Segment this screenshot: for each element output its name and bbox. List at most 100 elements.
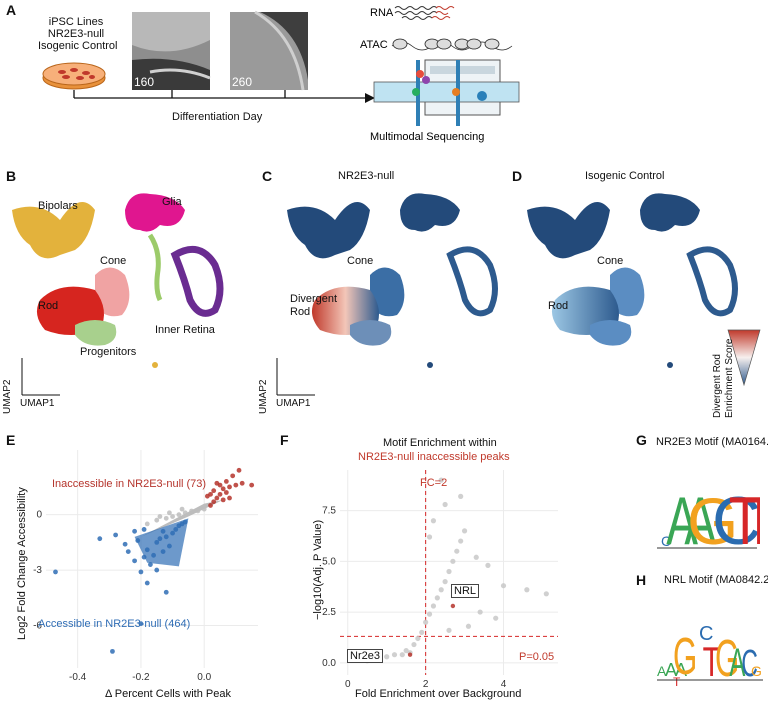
scatter-e: -0.4 -0.2 0.0 -6 -3 0 [33,450,258,683]
data-point [160,528,166,534]
d-label-cone: Cone [597,255,624,267]
data-point [220,486,226,492]
h-letter-9: C [741,642,757,684]
label-inner-retina: Inner Retina [155,324,215,336]
data-point [220,497,226,503]
panel-f-label: F [280,432,289,448]
data-point [157,514,163,519]
rna-label: RNA [370,7,394,19]
data-point [223,479,229,484]
data-point [211,488,217,494]
data-point [430,518,437,524]
data-point [465,623,472,629]
data-point [223,490,229,495]
data-point [138,621,144,627]
d-label-rod: Rod [548,300,569,312]
data-point [461,528,468,534]
data-point [173,527,179,532]
data-point [442,579,448,585]
petri-dish-icon [42,62,106,90]
data-point [214,480,220,486]
h-letter-6: T [703,638,721,686]
data-point [182,510,188,516]
x-tick-label: 2 [423,679,429,690]
data-point [407,652,413,657]
enrichment-legend-gradient [727,329,761,387]
y-tick-label: 2.5 [322,607,336,618]
ipsc-line-3: Isogenic Control [38,40,118,52]
h-letter-8: A [729,640,745,685]
c-label-cone: Cone [347,255,374,267]
data-point [454,548,460,554]
atac-label: ATAC [360,39,388,51]
data-point [157,536,163,542]
data-point [446,568,452,575]
data-point [473,554,479,560]
data-point [423,619,429,625]
data-point [419,629,425,635]
data-point [426,534,433,540]
panel-e-label: E [6,432,16,448]
data-point [415,635,421,642]
data-point [189,508,194,514]
x-tick-label: -0.4 [69,672,87,683]
data-point [438,477,444,483]
data-point [195,508,201,514]
c-label-divergent: Divergent [290,293,338,305]
h-letter-5: C [699,623,713,645]
accessible-label: Accessible in NR2E3-null (464) [38,618,191,630]
h-letter-7: G [715,630,739,688]
data-point [450,558,456,564]
cluster-bipolars [12,202,95,259]
nr2e3-motif-logo: C A A G C T T [657,483,760,552]
data-point [543,591,549,597]
data-point [170,514,175,519]
data-point [176,512,182,518]
panel-a-label: A [6,2,17,18]
label-glia: Glia [162,196,182,208]
data-point [208,491,213,497]
ipsc-lines-text: iPSC Lines NR2E3-null Isogenic Control [38,16,118,52]
y-tick-label: 0 [36,510,42,521]
g-letter-1: A [666,484,698,552]
e-xlabel: Δ Percent Cells with Peak [105,688,231,700]
data-point [426,611,433,617]
umap1-label-b: UMAP1 [20,398,55,409]
x-tick-label: -0.2 [132,672,150,683]
data-point [239,480,245,486]
data-point [167,543,172,549]
nucleosome-icon [391,38,513,51]
g-letter-6: T [743,483,760,552]
data-point [227,484,232,490]
cluster-inner-retina [170,245,224,317]
panel-c-title: NR2E3-null [338,170,395,182]
data-point [160,549,166,555]
f-ylabel: −log10(Adj. P Value) [312,519,324,620]
data-point [132,558,137,564]
label-rod: Rod [38,300,59,312]
y-tick-label: -3 [33,565,42,576]
ipsc-line-2: NR2E3-null [47,28,105,40]
data-point [446,627,452,633]
panel-d-title: Isogenic Control [585,170,665,182]
rna-reads-icon [394,6,455,20]
multimodal-seq-label: Multimodal Sequencing [370,131,484,143]
umap1-label-c: UMAP1 [276,398,311,409]
panel-g-label: G [636,432,647,448]
data-point [438,587,444,593]
label-cone: Cone [100,255,127,267]
data-point [458,538,464,544]
nr2e3-annotation: Nr2e3 [347,649,383,663]
data-point [434,595,440,601]
h-letter-2: A [675,660,687,680]
data-point [148,562,153,567]
data-point [236,467,242,473]
scatter-f: 0 2 4 0.0 2.5 5.0 7.5 [322,470,558,690]
data-point [182,519,188,525]
g-letter-0: C [661,533,671,549]
data-point [125,549,131,555]
data-point [154,567,160,573]
data-point [141,554,147,560]
umap-d-plot [527,193,761,387]
data-point [411,641,417,648]
